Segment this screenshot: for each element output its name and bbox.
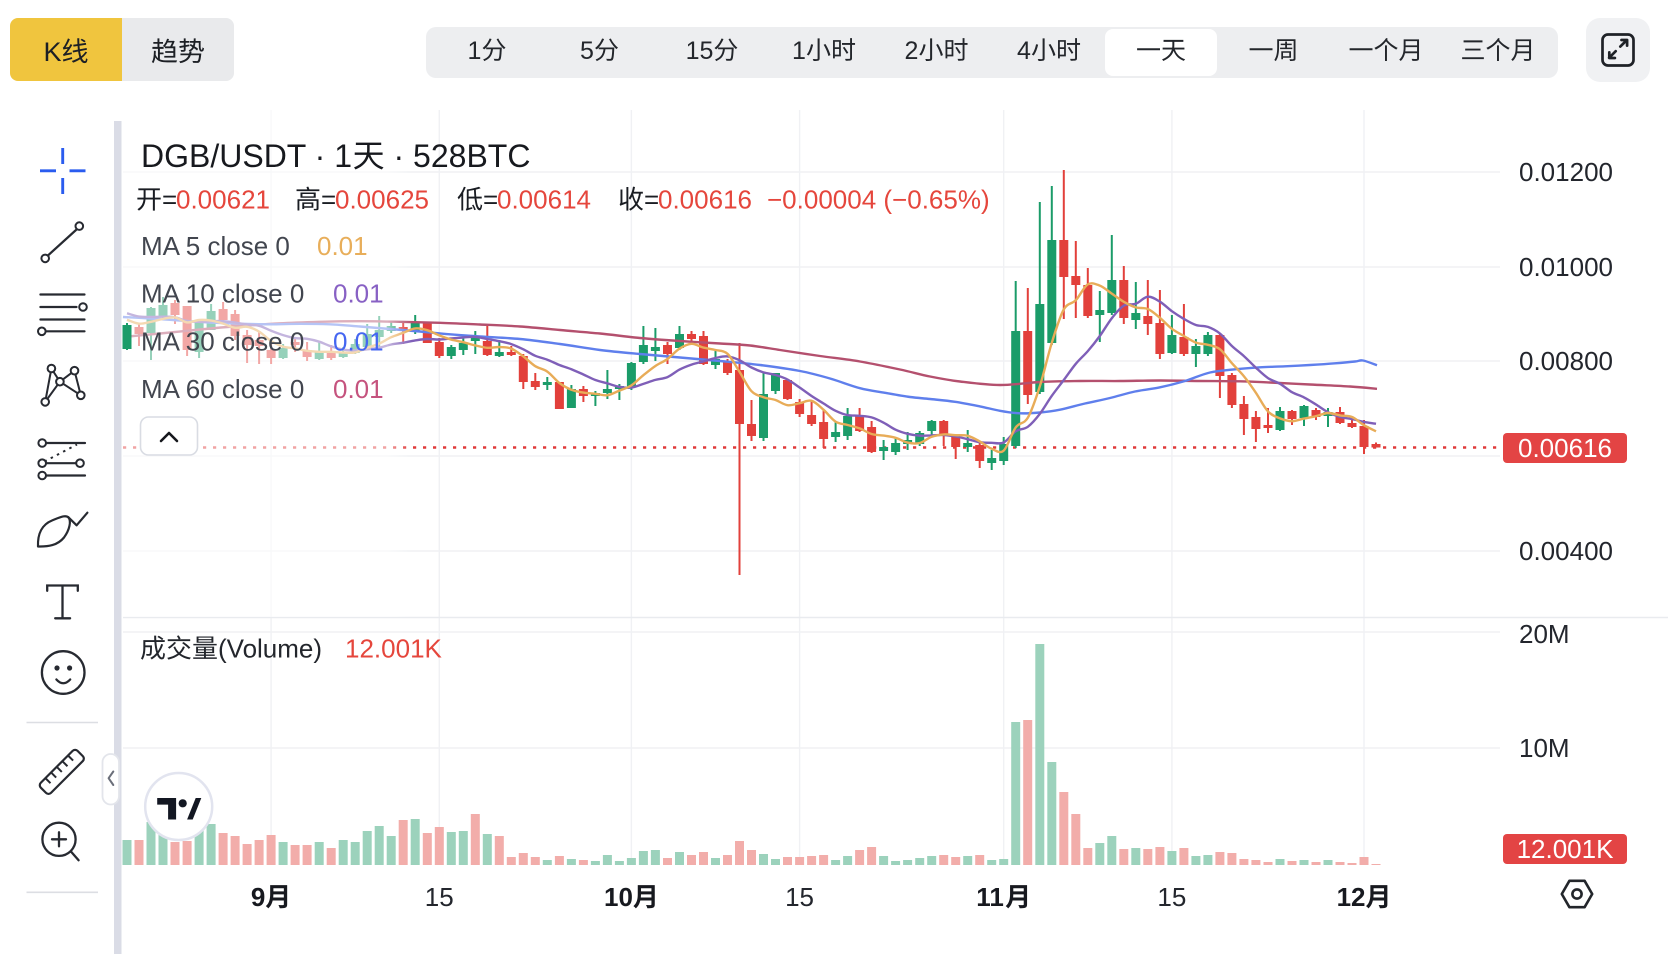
svg-text:MA 60 close 0: MA 60 close 0 xyxy=(141,374,304,404)
svg-text:15: 15 xyxy=(425,882,454,912)
svg-text:12: 12 xyxy=(1337,882,1366,912)
svg-text:12.001K: 12.001K xyxy=(1517,834,1615,864)
svg-text:0.01: 0.01 xyxy=(333,326,384,356)
svg-text:0.00616: 0.00616 xyxy=(658,185,752,215)
svg-text:10M: 10M xyxy=(1519,733,1570,763)
svg-text:0.00616: 0.00616 xyxy=(1518,433,1612,463)
svg-text:−0.00004 (−0.65%): −0.00004 (−0.65%) xyxy=(767,185,990,215)
svg-text:11: 11 xyxy=(976,882,1004,912)
svg-text:MA 10 close 0: MA 10 close 0 xyxy=(141,279,304,309)
svg-text:=: = xyxy=(321,185,336,215)
svg-text:0.01: 0.01 xyxy=(333,374,384,404)
svg-text:0.01: 0.01 xyxy=(317,231,368,261)
svg-text:(Volume): (Volume) xyxy=(218,634,322,664)
svg-text:· 528BTC: · 528BTC xyxy=(394,138,531,174)
svg-text:5: 5 xyxy=(580,37,594,65)
svg-text:=: = xyxy=(644,185,659,215)
svg-text:15: 15 xyxy=(1157,882,1186,912)
svg-text:MA 5 close 0: MA 5 close 0 xyxy=(141,231,290,261)
svg-text:MA 30 close 0: MA 30 close 0 xyxy=(141,326,304,356)
svg-text:0.00621: 0.00621 xyxy=(176,185,270,215)
svg-text:0.00400: 0.00400 xyxy=(1519,536,1613,566)
svg-text:0.00800: 0.00800 xyxy=(1519,346,1613,376)
svg-text:15: 15 xyxy=(686,37,714,65)
svg-text:10: 10 xyxy=(604,882,633,912)
svg-text:2: 2 xyxy=(905,37,919,65)
svg-text:1: 1 xyxy=(792,37,806,65)
svg-text:4: 4 xyxy=(1017,37,1031,65)
svg-text:0.01000: 0.01000 xyxy=(1519,252,1613,282)
svg-text:20M: 20M xyxy=(1519,619,1570,649)
svg-text:15: 15 xyxy=(785,882,814,912)
svg-text:=: = xyxy=(483,185,498,215)
svg-text:DGB/USDT · 1: DGB/USDT · 1 xyxy=(141,138,352,174)
svg-text:0.01: 0.01 xyxy=(333,279,384,309)
svg-text:0.00614: 0.00614 xyxy=(497,185,591,215)
svg-text:K: K xyxy=(44,37,62,67)
svg-text:12.001K: 12.001K xyxy=(345,634,443,664)
svg-text:1: 1 xyxy=(468,37,482,65)
svg-text:=: = xyxy=(162,185,177,215)
svg-text:0.01200: 0.01200 xyxy=(1519,157,1613,187)
svg-text:0.00625: 0.00625 xyxy=(335,185,429,215)
svg-text:9: 9 xyxy=(251,882,265,912)
